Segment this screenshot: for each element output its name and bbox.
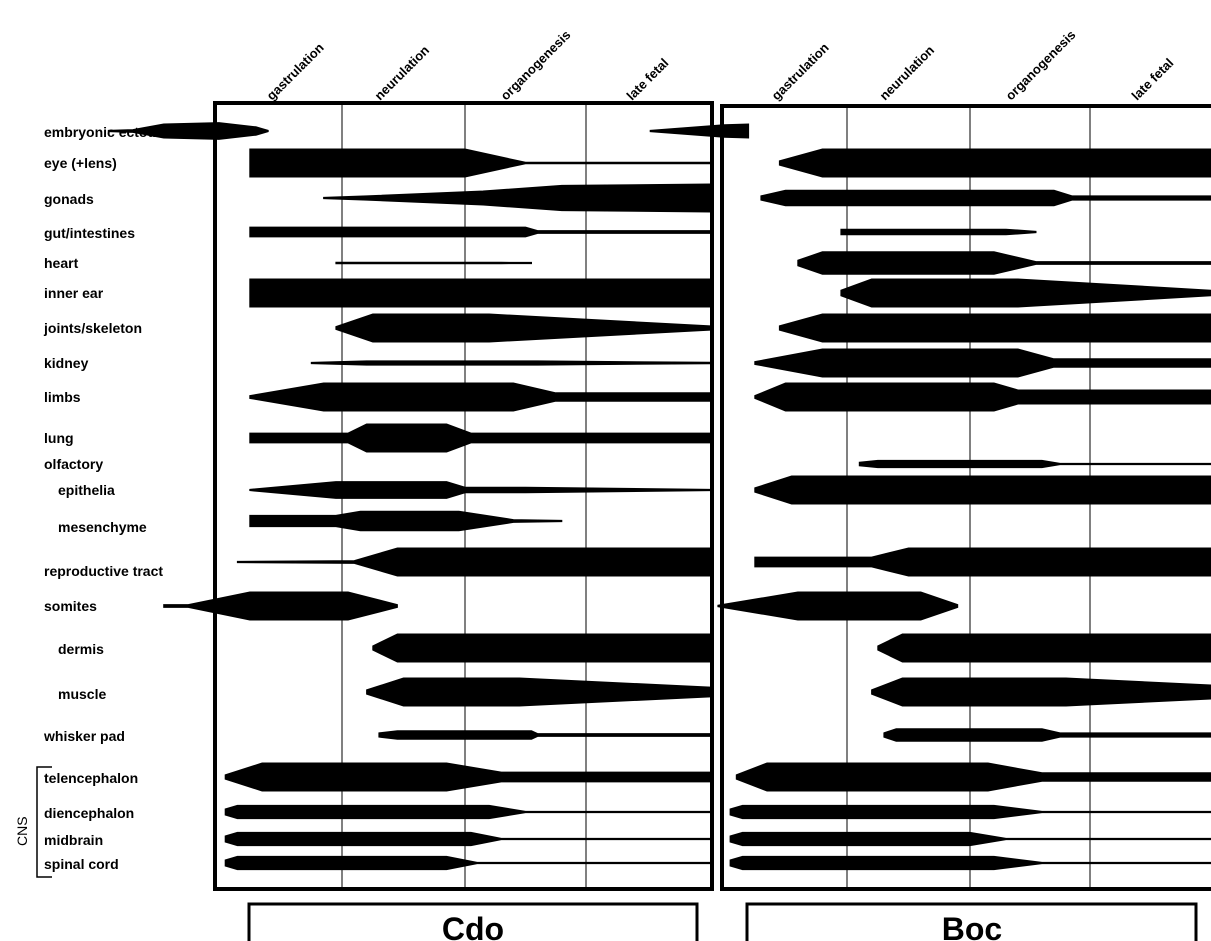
boc-stage-labels: gastrulation neurulation organogenesis l…	[769, 27, 1177, 103]
boc-expression-telencephalon	[735, 762, 1211, 792]
label-lung: lung	[44, 430, 74, 446]
label-epithelia: epithelia	[58, 482, 115, 498]
cdo-expression-gut-intestines	[249, 226, 711, 238]
label-gut-intestines: gut/intestines	[44, 225, 135, 241]
gene-label-cdo: Cdo	[442, 911, 504, 941]
boc-expression-midbrain	[729, 831, 1211, 847]
cdo-panel	[107, 101, 714, 891]
cdo-expression-dermis	[372, 633, 711, 663]
boc-stage-label-organogenesis: organogenesis	[1003, 27, 1079, 103]
boc-expression-embryonic-ectoderm	[649, 123, 750, 139]
cdo-expression-epithelia	[249, 481, 711, 499]
boc-expression-limbs	[754, 382, 1211, 412]
gene-label-boc: Boc	[942, 911, 1002, 941]
label-mesenchyme: mesenchyme	[58, 519, 147, 535]
boc-expression-reproductive-tract	[754, 547, 1211, 577]
cns-group-bracket: CNS	[14, 766, 52, 878]
boc-expression-shapes	[649, 123, 1211, 871]
boc-stage-label-neurulation: neurulation	[877, 42, 938, 103]
boc-expression-spinal-cord	[729, 855, 1211, 871]
label-somites: somites	[44, 598, 97, 614]
label-limbs: limbs	[44, 389, 81, 405]
cdo-expression-kidney	[310, 360, 711, 366]
boc-stage-label-gastrulation: gastrulation	[769, 40, 832, 103]
gene-label-boc-box: Boc	[745, 902, 1198, 941]
boc-expression-gut-intestines	[840, 228, 1037, 236]
cdo-expression-mesenchyme	[249, 510, 563, 532]
boc-expression-whisker-pad	[883, 728, 1211, 742]
boc-expression-heart	[797, 251, 1211, 275]
boc-stage-label-late-fetal: late fetal	[1129, 55, 1177, 103]
cdo-expression-reproductive-tract	[236, 547, 711, 577]
label-muscle: muscle	[58, 686, 106, 702]
cns-group-label: CNS	[14, 816, 30, 846]
label-whisker-pad: whisker pad	[43, 728, 125, 744]
cdo-expression-embryonic-ectoderm	[107, 122, 269, 140]
boc-panel-frame	[720, 104, 1211, 891]
boc-expression-diencephalon	[729, 804, 1211, 820]
cdo-expression-telencephalon	[224, 762, 711, 792]
cdo-expression-somites	[163, 591, 398, 621]
boc-expression-epithelia	[754, 475, 1211, 505]
cdo-expression-heart	[335, 261, 532, 265]
label-dermis: dermis	[58, 641, 104, 657]
boc-expression-joints-skeleton	[778, 313, 1211, 343]
boc-expression-dermis	[877, 633, 1211, 663]
cdo-expression-joints-skeleton	[335, 313, 711, 343]
boc-expression-somites	[717, 591, 959, 621]
label-spinal-cord: spinal cord	[44, 856, 119, 872]
label-midbrain: midbrain	[44, 832, 103, 848]
cdo-expression-midbrain	[224, 831, 711, 847]
cdo-stage-labels: gastrulation neurulation organogenesis l…	[264, 27, 672, 103]
label-diencephalon: diencephalon	[44, 805, 134, 821]
cdo-expression-shapes	[107, 122, 711, 871]
cdo-expression-lung	[249, 423, 711, 453]
cdo-expression-muscle	[366, 677, 711, 707]
cdo-stage-label-organogenesis: organogenesis	[498, 27, 574, 103]
cdo-expression-spinal-cord	[224, 855, 711, 871]
label-gonads: gonads	[44, 191, 94, 207]
cdo-stage-label-late-fetal: late fetal	[624, 55, 672, 103]
label-reproductive-tract: reproductive tract	[44, 563, 163, 579]
boc-expression-muscle	[871, 677, 1211, 707]
cdo-expression-gonads	[323, 183, 711, 213]
cdo-expression-limbs	[249, 382, 711, 412]
cdo-expression-diencephalon	[224, 804, 711, 820]
label-inner-ear: inner ear	[44, 285, 104, 301]
label-joints-skeleton: joints/skeleton	[43, 320, 142, 336]
boc-expression-eye-lens	[778, 148, 1211, 178]
tissue-labels: embryonic ectoderm eye (+lens) gonads gu…	[43, 124, 182, 872]
boc-expression-kidney	[754, 348, 1211, 378]
label-kidney: kidney	[44, 355, 89, 371]
gene-label-cdo-box: Cdo	[247, 902, 699, 941]
cdo-panel-frame	[213, 101, 714, 891]
label-olfactory: olfactory	[44, 456, 103, 472]
cdo-expression-inner-ear	[249, 278, 711, 308]
cdo-expression-whisker-pad	[378, 730, 711, 740]
label-telencephalon: telencephalon	[44, 770, 138, 786]
cdo-stage-label-gastrulation: gastrulation	[264, 40, 327, 103]
boc-expression-inner-ear	[840, 278, 1211, 308]
boc-expression-olfactory	[858, 459, 1211, 469]
cdo-stage-label-neurulation: neurulation	[372, 42, 433, 103]
label-heart: heart	[44, 255, 79, 271]
cdo-expression-eye-lens	[249, 148, 711, 178]
boc-panel	[649, 104, 1211, 891]
label-eye-lens: eye (+lens)	[44, 155, 117, 171]
boc-expression-gonads	[760, 189, 1211, 207]
